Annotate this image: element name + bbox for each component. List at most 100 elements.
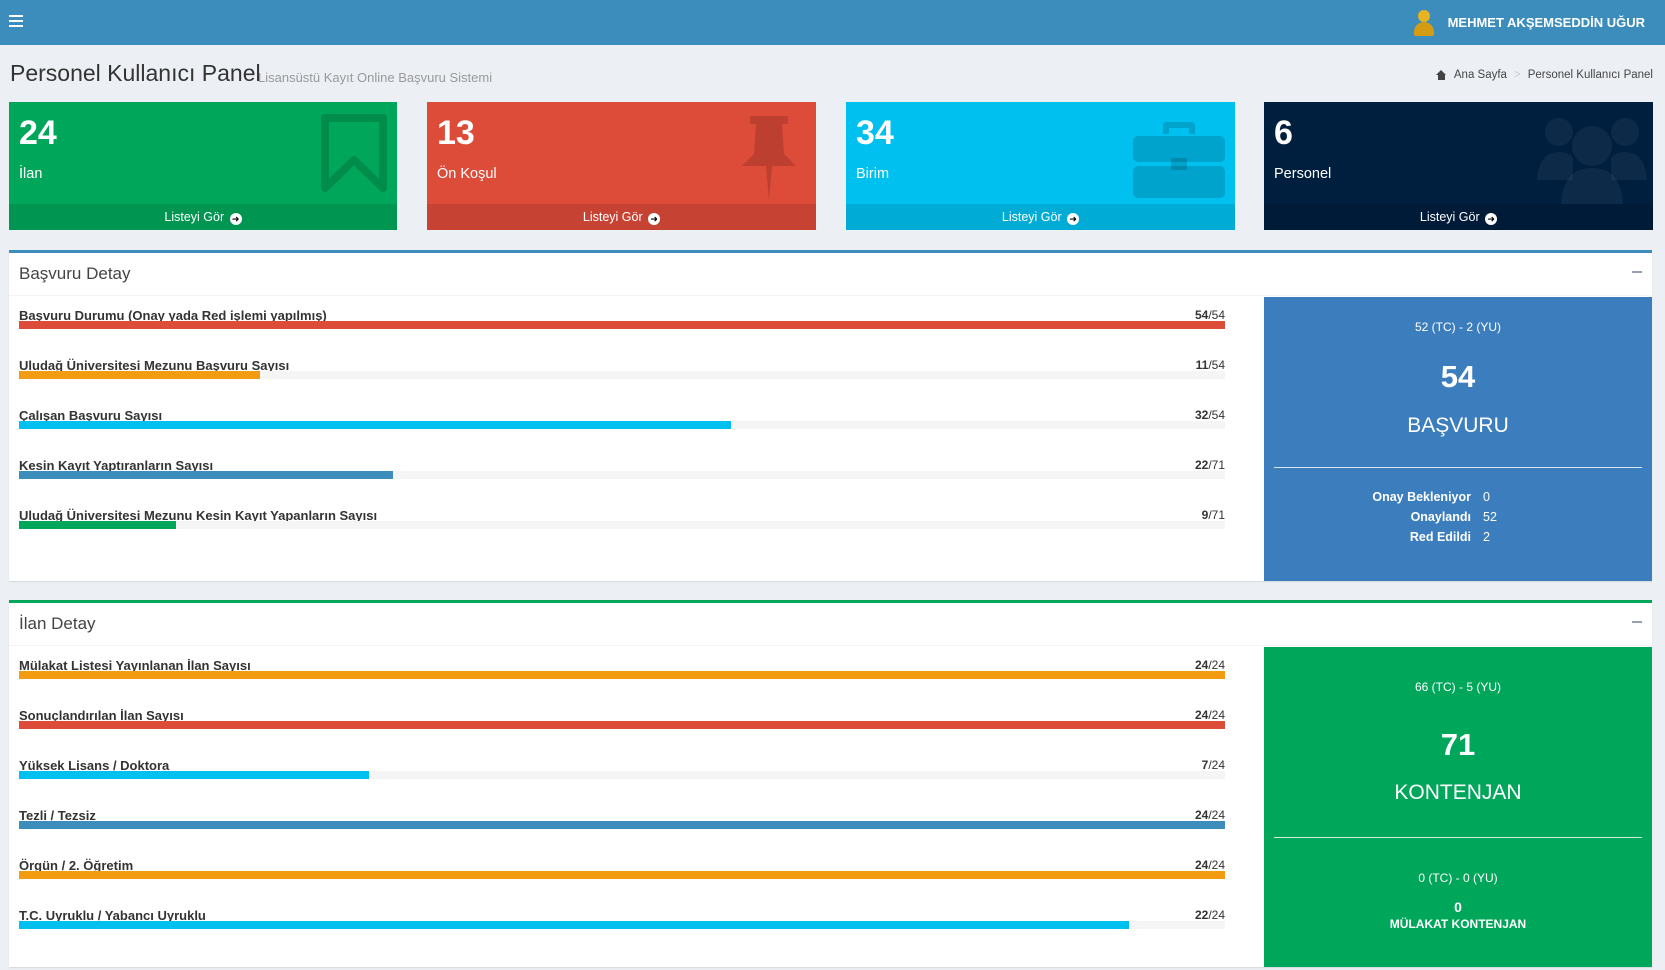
stat-box-ilan: 24 İlan Listeyi Gör ➜: [9, 102, 397, 230]
breadcrumb-separator: >: [1513, 69, 1521, 81]
progress-row: T.C. Uyruklu / Yabancı Uyruklu 22/24: [19, 908, 1225, 929]
stat-box-birim: 34 Birim Listeyi Gör ➜: [846, 102, 1235, 230]
progress-fill: [19, 821, 1225, 829]
progress-bar: [19, 521, 1225, 529]
interview-total: 0: [1454, 899, 1462, 915]
summary-stats: Onay Bekleniyor 0 Onaylandı 52 Red Edildi 2: [1264, 487, 1652, 547]
progress-fill: [19, 771, 369, 779]
stat-value: 6: [1274, 114, 1293, 152]
progress-bar: [19, 821, 1225, 829]
progress-bar: [19, 421, 1225, 429]
progress-count: 22/24: [1194, 908, 1225, 922]
progress-count: 32/54: [1194, 408, 1225, 422]
progress-row: Kesin Kayıt Yaptıranların Sayısı 22/71: [19, 458, 1225, 479]
collapse-minus-icon[interactable]: [1632, 621, 1642, 623]
progress-fill: [19, 921, 1129, 929]
stat-label: Personel: [1274, 166, 1332, 182]
stat-list-link[interactable]: Listeyi Gör ➜: [846, 204, 1235, 230]
progress-label: Örgün / 2. Öğretim: [19, 858, 134, 873]
progress-label: Mülakat Listesi Yayınlanan İlan Sayısı: [19, 658, 251, 673]
progress-fill: [19, 671, 1225, 679]
stat-value: 13: [437, 114, 475, 152]
progress-row: Tezli / Tezsiz 24/24: [19, 808, 1225, 829]
box-title: Başvuru Detay: [19, 264, 131, 283]
arrow-circle-right-icon: ➜: [1485, 213, 1498, 225]
progress-row: Uludağ Üniversitesi Mezunu Kesin Kayıt Y…: [19, 508, 1225, 529]
users-icon: [1537, 118, 1647, 204]
progress-row: Uludağ Üniversitesi Mezunu Başvuru Sayıs…: [19, 358, 1225, 379]
stat-row: Red Edildi 2: [1409, 530, 1490, 544]
progress-count: 22/71: [1194, 458, 1225, 472]
interview-subtext: 0 (TC) - 0 (YU): [1418, 871, 1498, 885]
stat-row: Onaylandı 52: [1410, 510, 1497, 524]
progress-label: Başvuru Durumu (Onay yada Red işlemi yap…: [19, 308, 327, 323]
progress-count: 7/24: [1201, 758, 1225, 772]
progress-count: 24/24: [1194, 658, 1225, 672]
ilan-detay-panel: İlan Detay Mülakat Listesi Yayınlanan İl…: [9, 600, 1652, 967]
progress-row: Mülakat Listesi Yayınlanan İlan Sayısı 24…: [19, 658, 1225, 679]
stat-list-link[interactable]: Listeyi Gör ➜: [1264, 204, 1653, 230]
top-navbar: MEHMET AKŞEMSEDDİN UĞUR: [0, 0, 1665, 45]
progress-label: Çalışan Başvuru Sayısı: [19, 408, 163, 423]
progress-row: Çalışan Başvuru Sayısı 32/54: [19, 408, 1225, 429]
divider: [1274, 467, 1642, 468]
collapse-minus-icon[interactable]: [1632, 271, 1642, 273]
stat-list-link[interactable]: Listeyi Gör ➜: [9, 204, 397, 230]
stat-label: Ön Koşul: [437, 166, 497, 182]
progress-count: 24/24: [1194, 808, 1225, 822]
progress-label: Uludağ Üniversitesi Mezunu Başvuru Sayıs…: [19, 358, 290, 373]
progress-fill: [19, 871, 1225, 879]
stat-label: Birim: [856, 166, 890, 182]
basvuru-summary: 52 (TC) - 2 (YU) 54 BAŞVURU Onay Bekleni…: [1264, 297, 1652, 581]
stat-row: Onay Bekleniyor 0: [1372, 490, 1490, 504]
page-subtitle: Lisansüstü Kayıt Online Başvuru Sistemi: [258, 70, 493, 85]
stat-value: 34: [856, 114, 894, 152]
arrow-circle-right-icon: ➜: [1067, 213, 1080, 225]
progress-fill: [19, 471, 393, 479]
basvuru-detay-panel: Başvuru Detay Başvuru Durumu (Onay yada …: [9, 250, 1652, 581]
progress-label: Sonuçlandırılan İlan Sayısı: [19, 708, 184, 723]
pushpin-icon: [742, 116, 796, 200]
progress-fill: [19, 421, 731, 429]
progress-fill: [19, 371, 261, 379]
breadcrumb-current: Personel Kullanıcı Panel: [1527, 69, 1653, 81]
arrow-circle-right-icon: ➜: [648, 213, 661, 225]
stat-label: İlan: [19, 166, 43, 182]
progress-bar: [19, 371, 1225, 379]
progress-bar: [19, 771, 1225, 779]
page-title: Personel Kullanıcı Panel: [10, 60, 261, 86]
progress-label: Uludağ Üniversitesi Mezunu Kesin Kayıt Y…: [19, 508, 378, 523]
breadcrumb-home-link[interactable]: Ana Sayfa: [1453, 69, 1507, 81]
user-avatar-icon: [1413, 9, 1434, 36]
progress-row: Örgün / 2. Öğretim 24/24: [19, 858, 1225, 879]
arrow-circle-right-icon: ➜: [229, 213, 242, 225]
box-title: İlan Detay: [19, 614, 96, 633]
home-icon: [1435, 70, 1447, 80]
summary-subtext: 66 (TC) - 5 (YU): [1414, 680, 1501, 694]
menu-toggle-icon[interactable]: [9, 15, 23, 27]
progress-bar: [19, 721, 1225, 729]
user-name: MEHMET AKŞEMSEDDİN UĞUR: [1447, 15, 1645, 30]
user-menu[interactable]: MEHMET AKŞEMSEDDİN UĞUR: [1413, 0, 1645, 45]
progress-bar: [19, 321, 1225, 329]
box-header: İlan Detay: [9, 603, 1652, 646]
summary-total: 71: [1440, 727, 1476, 762]
progress-count: 24/24: [1194, 858, 1225, 872]
progress-fill: [19, 721, 1225, 729]
progress-label: Tezli / Tezsiz: [19, 808, 96, 823]
progress-bar: [19, 871, 1225, 879]
briefcase-icon: [1133, 122, 1225, 198]
progress-row: Yüksek Lisans / Doktora 7/24: [19, 758, 1225, 779]
progress-count: 9/71: [1201, 508, 1225, 522]
progress-row: Sonuçlandırılan İlan Sayısı 24/24: [19, 708, 1225, 729]
stat-list-link[interactable]: Listeyi Gör ➜: [427, 204, 816, 230]
breadcrumb: Ana Sayfa > Personel Kullanıcı Panel: [1435, 69, 1653, 81]
progress-row: Başvuru Durumu (Onay yada Red işlemi yap…: [19, 308, 1225, 329]
stat-box-personel: 6 Personel Listeyi Gör ➜: [1264, 102, 1653, 230]
progress-label: Kesin Kayıt Yaptıranların Sayısı: [19, 458, 214, 473]
progress-bar: [19, 671, 1225, 679]
divider: [1274, 837, 1642, 838]
progress-fill: [19, 321, 1225, 329]
summary-label: KONTENJAN: [1394, 781, 1522, 804]
progress-fill: [19, 521, 176, 529]
